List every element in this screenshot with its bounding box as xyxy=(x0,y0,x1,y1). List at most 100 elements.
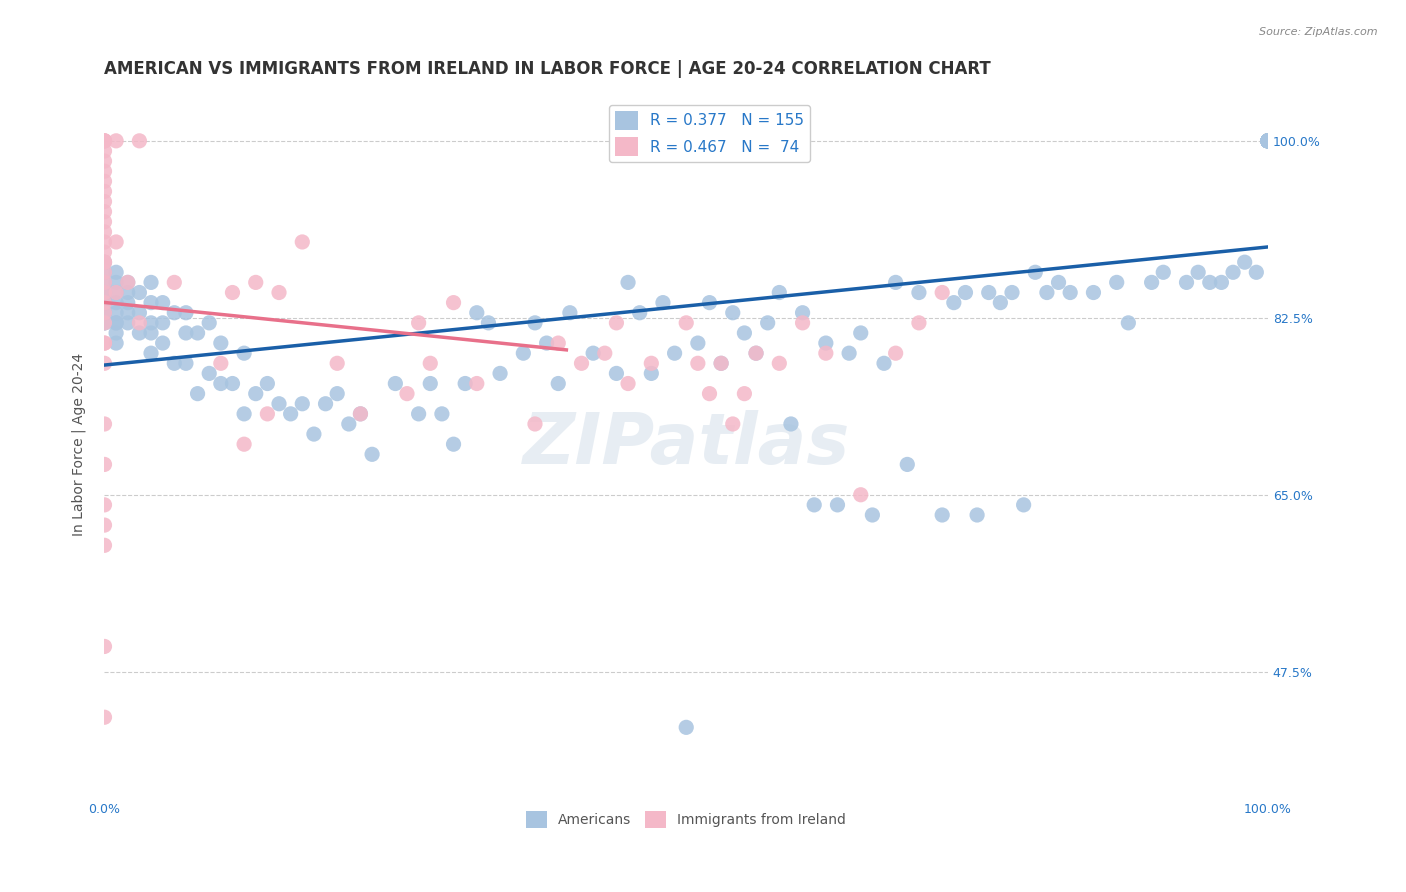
Point xyxy=(443,437,465,451)
Point xyxy=(93,306,115,320)
Point xyxy=(93,276,115,290)
Point xyxy=(93,295,115,310)
Point xyxy=(395,386,418,401)
Point xyxy=(139,326,162,340)
Point xyxy=(1257,134,1279,148)
Point xyxy=(93,276,115,290)
Point xyxy=(628,306,651,320)
Point xyxy=(1257,134,1279,148)
Point xyxy=(93,174,115,188)
Point xyxy=(93,518,115,533)
Point xyxy=(128,285,150,300)
Point xyxy=(315,397,337,411)
Point xyxy=(745,346,768,360)
Point xyxy=(419,356,441,370)
Point xyxy=(1233,255,1256,269)
Point xyxy=(593,346,616,360)
Point xyxy=(93,185,115,199)
Point xyxy=(139,316,162,330)
Point xyxy=(93,316,115,330)
Point xyxy=(558,306,581,320)
Point xyxy=(93,204,115,219)
Point xyxy=(827,498,849,512)
Point xyxy=(605,367,627,381)
Point xyxy=(245,386,267,401)
Point xyxy=(105,306,128,320)
Point xyxy=(128,316,150,330)
Point xyxy=(756,316,779,330)
Point xyxy=(117,276,139,290)
Point xyxy=(860,508,883,522)
Point xyxy=(1257,134,1279,148)
Point xyxy=(267,397,290,411)
Legend: Americans, Immigrants from Ireland: Americans, Immigrants from Ireland xyxy=(520,805,852,834)
Point xyxy=(93,215,115,229)
Point xyxy=(966,508,988,522)
Point xyxy=(93,265,115,279)
Point xyxy=(105,285,128,300)
Point xyxy=(93,255,115,269)
Point xyxy=(942,295,965,310)
Point xyxy=(1257,134,1279,148)
Point xyxy=(139,295,162,310)
Point xyxy=(93,458,115,472)
Point xyxy=(384,376,406,391)
Point xyxy=(652,295,675,310)
Point xyxy=(1047,276,1070,290)
Point xyxy=(1257,134,1279,148)
Point xyxy=(733,386,755,401)
Point xyxy=(128,326,150,340)
Point xyxy=(93,225,115,239)
Point xyxy=(908,316,931,330)
Point xyxy=(233,437,256,451)
Point xyxy=(430,407,453,421)
Point xyxy=(1257,134,1279,148)
Point xyxy=(187,386,209,401)
Point xyxy=(955,285,977,300)
Point xyxy=(163,356,186,370)
Point xyxy=(710,356,733,370)
Point xyxy=(93,194,115,209)
Point xyxy=(1257,134,1279,148)
Point xyxy=(721,417,744,431)
Point xyxy=(640,367,662,381)
Point xyxy=(93,710,115,724)
Point xyxy=(93,356,115,370)
Point xyxy=(256,376,278,391)
Point xyxy=(1257,134,1279,148)
Point xyxy=(93,640,115,654)
Point xyxy=(465,306,488,320)
Point xyxy=(93,134,115,148)
Point xyxy=(93,316,115,330)
Point xyxy=(93,285,115,300)
Point xyxy=(93,336,115,351)
Point xyxy=(896,458,918,472)
Point xyxy=(849,326,872,340)
Point xyxy=(93,265,115,279)
Point xyxy=(1257,134,1279,148)
Point xyxy=(174,306,197,320)
Point xyxy=(721,306,744,320)
Point xyxy=(686,336,709,351)
Point xyxy=(931,285,953,300)
Point xyxy=(152,336,174,351)
Point xyxy=(326,356,349,370)
Point xyxy=(617,376,640,391)
Point xyxy=(443,295,465,310)
Point xyxy=(93,538,115,552)
Point xyxy=(349,407,371,421)
Point xyxy=(547,336,569,351)
Point xyxy=(326,386,349,401)
Point xyxy=(152,316,174,330)
Point xyxy=(477,316,499,330)
Point xyxy=(93,295,115,310)
Point xyxy=(361,447,384,461)
Point xyxy=(780,417,803,431)
Point xyxy=(128,134,150,148)
Point xyxy=(105,316,128,330)
Point xyxy=(745,346,768,360)
Point xyxy=(884,346,907,360)
Point xyxy=(105,285,128,300)
Point xyxy=(814,346,837,360)
Point xyxy=(699,386,721,401)
